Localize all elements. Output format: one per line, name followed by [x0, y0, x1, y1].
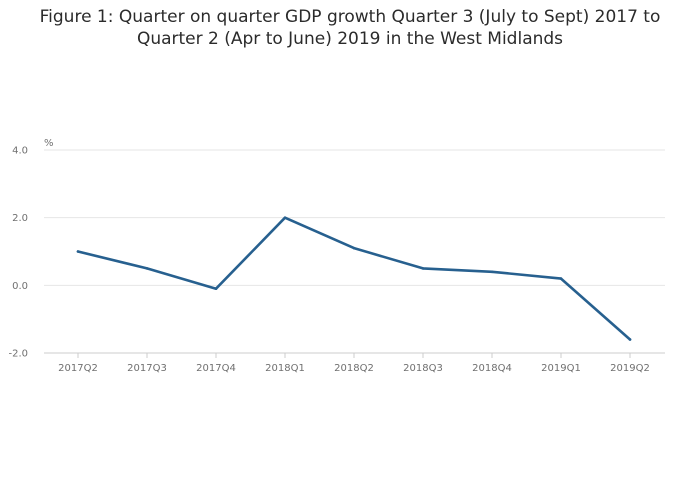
gridlines	[44, 149, 665, 286]
y-axis-ticks: -2.0 0.0 2.0 4.0	[8, 146, 28, 360]
data-point	[628, 338, 632, 341]
x-axis-ticks: 2017Q2 2017Q3 2017Q4 2018Q1 2018Q2 2018Q3 2018…	[58, 353, 650, 374]
series-line	[76, 216, 632, 341]
x-tick-label: 2017Q3	[127, 363, 167, 374]
x-tick-label: 2018Q3	[403, 363, 443, 374]
data-point	[559, 277, 563, 280]
y-tick-label: -2.0	[8, 349, 28, 360]
chart-title: Figure 1: Quarter on quarter GDP growth …	[0, 6, 700, 50]
x-tick-label: 2017Q4	[196, 363, 236, 374]
x-tick-label: 2018Q4	[472, 363, 512, 374]
series-layer	[76, 216, 632, 341]
x-tick-label: 2019Q1	[541, 363, 581, 374]
data-point	[283, 216, 287, 219]
x-tick-label: 2018Q2	[334, 363, 374, 374]
y-tick-label: 0.0	[12, 281, 28, 292]
data-point	[490, 270, 494, 274]
data-point	[421, 267, 425, 270]
y-axis-unit-label: %	[44, 138, 54, 149]
data-point	[145, 267, 149, 270]
y-tick-label: 2.0	[12, 213, 28, 224]
y-tick-label: 4.0	[12, 146, 28, 157]
x-tick-label: 2018Q1	[265, 363, 305, 374]
data-point	[352, 246, 356, 250]
chart-title-line-2: Quarter 2 (Apr to June) 2019 in the West…	[136, 29, 564, 49]
data-point	[76, 250, 80, 253]
x-tick-label: 2019Q2	[610, 363, 650, 374]
data-point	[214, 287, 218, 291]
x-tick-label: 2017Q2	[58, 363, 98, 374]
chart-title-line-1: Figure 1: Quarter on quarter GDP growth …	[39, 7, 661, 27]
